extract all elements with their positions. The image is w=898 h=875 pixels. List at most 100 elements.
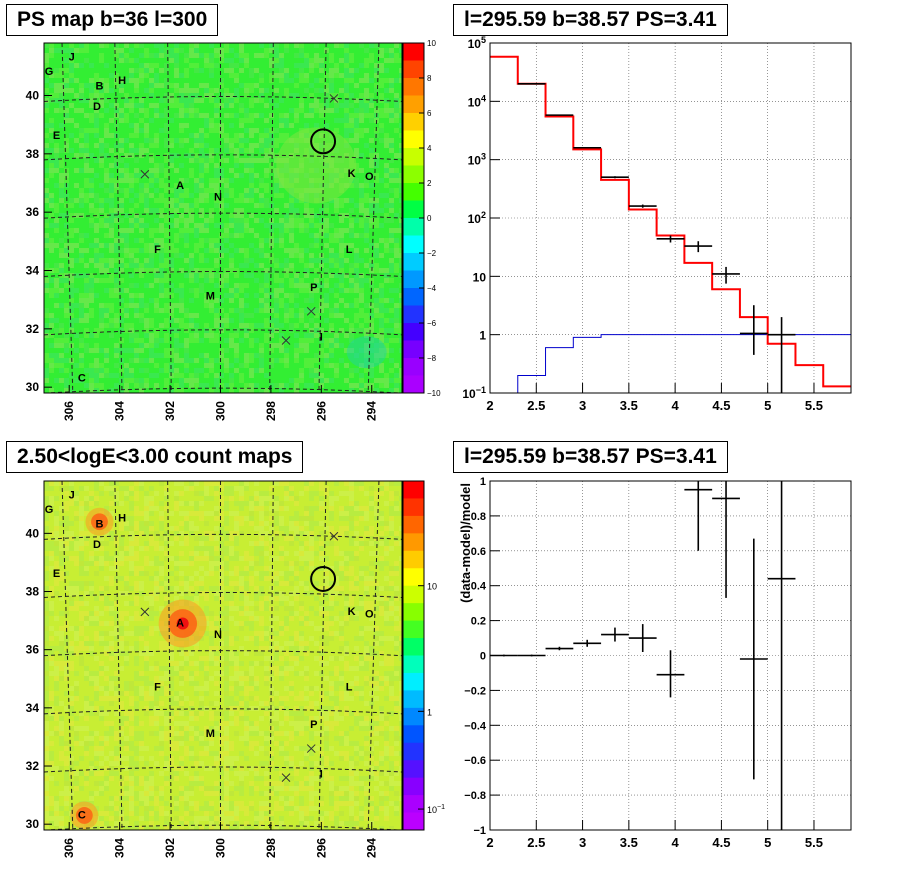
ps-pixel [269,48,274,53]
ps-pixel [234,248,239,253]
ps-pixel [344,128,349,133]
ps-pixel [44,63,49,68]
count-pixel [74,686,79,691]
ps-pixel [44,238,49,243]
ps-pixel [279,113,284,118]
ps-pixel [199,178,204,183]
count-pixel [264,741,269,746]
count-pixel [294,571,299,576]
count-pixel [149,686,154,691]
ps-pixel [134,173,139,178]
ps-pixel [94,193,99,198]
ps-pixel [274,178,279,183]
count-pixel [149,626,154,631]
count-pixel [229,556,234,561]
ps-pixel [214,203,219,208]
count-pixel [254,661,259,666]
ps-pixel [399,178,402,183]
count-pixel [154,691,159,696]
count-pixel [179,666,184,671]
ps-pixel [299,228,304,233]
ps-pixel [289,248,294,253]
ps-pixel [299,343,304,348]
count-pixel [299,711,304,716]
ps-pixel [259,343,264,348]
ps-pixel [109,258,114,263]
count-pixel [399,556,402,561]
ps-pixel [79,258,84,263]
ps-colorbar-segment [403,358,424,376]
ps-pixel [59,363,64,368]
count-pixel [284,741,289,746]
ps-pixel [139,148,144,153]
ps-pixel [199,163,204,168]
count-pixel [244,606,249,611]
count-pixel [354,656,359,661]
ps-pixel [49,353,54,358]
ps-pixel [134,348,139,353]
ps-pixel [69,148,74,153]
count-pixel [224,666,229,671]
ps-pixel [69,213,74,218]
ps-pixel [334,333,339,338]
ps-pixel [244,333,249,338]
count-pixel [299,601,304,606]
ps-pixel [164,378,169,383]
ps-pixel [319,233,324,238]
ps-pixel [44,263,49,268]
count-pixel [174,496,179,501]
ps-pixel [119,268,124,273]
count-pixel [344,616,349,621]
count-pixel [344,711,349,716]
count-pixel [364,676,369,681]
ps-pixel [199,238,204,243]
count-pixel [154,681,159,686]
count-pixel [169,526,174,531]
count-pixel [344,491,349,496]
count-pixel [269,546,274,551]
count-pixel [99,546,104,551]
ps-pixel [44,313,49,318]
ps-pixel [189,108,194,113]
count-pixel [284,626,289,631]
count-pixel [79,646,84,651]
ps-pixel [189,268,194,273]
ps-pixel [54,108,59,113]
ps-pixel [259,183,264,188]
count-pixel [394,561,399,566]
ps-pixel [84,143,89,148]
ps-pixel [219,103,224,108]
count-pixel [54,546,59,551]
count-pixel [124,611,129,616]
ps-pixel [229,293,234,298]
ps-pixel [189,148,194,153]
ps-source-label-C: C [78,372,86,384]
count-pixel [289,691,294,696]
count-pixel [219,496,224,501]
count-pixel [84,741,89,746]
ps-pixel [329,273,334,278]
ps-pixel [239,158,244,163]
count-pixel [109,681,114,686]
count-pixel [294,501,299,506]
ps-colorbar-segment [403,60,424,79]
count-pixel [59,486,64,491]
count-pixel [299,581,304,586]
ps-pixel [349,278,354,283]
count-pixel [44,726,49,731]
ps-pixel [144,133,149,138]
count-pixel [369,606,374,611]
ps-pixel [69,198,74,203]
ps-pixel [44,123,49,128]
ps-pixel [349,388,354,393]
ps-pixel [279,133,284,138]
ps-pixel [219,123,224,128]
count-pixel [64,741,69,746]
count-pixel [59,666,64,671]
ps-pixel [244,253,249,258]
count-pixel [204,496,209,501]
ps-pixel [194,153,199,158]
count-pixel [369,626,374,631]
count-pixel [224,561,229,566]
count-pixel [234,516,239,521]
